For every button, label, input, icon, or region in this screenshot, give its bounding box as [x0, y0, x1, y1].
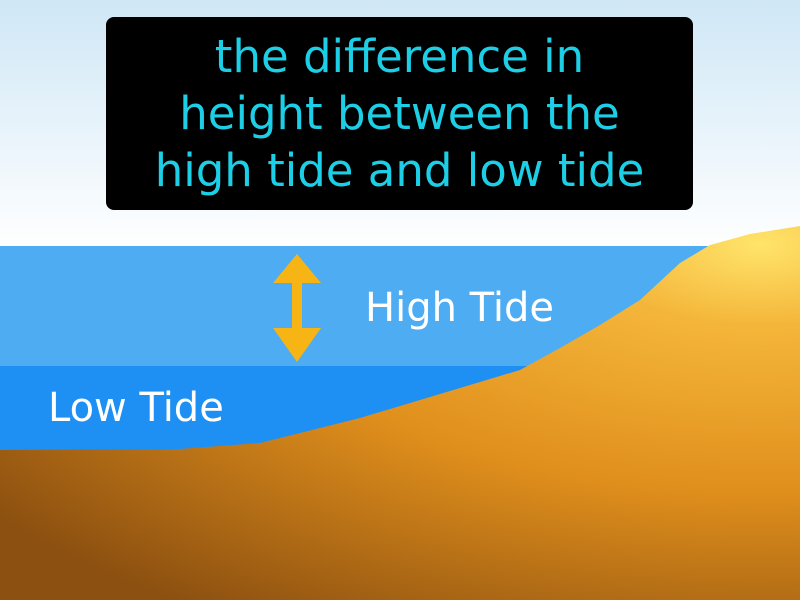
- high-tide-label: High Tide: [365, 285, 554, 331]
- definition-box: the difference in height between the hig…: [106, 17, 693, 210]
- tidal-range-arrow-icon: [273, 254, 321, 362]
- definition-line-1: the difference in: [214, 30, 585, 83]
- low-tide-label: Low Tide: [48, 385, 224, 431]
- sand-beach: [0, 226, 800, 600]
- definition-line-3: high tide and low tide: [154, 144, 645, 197]
- definition-line-2: height between the: [179, 87, 620, 140]
